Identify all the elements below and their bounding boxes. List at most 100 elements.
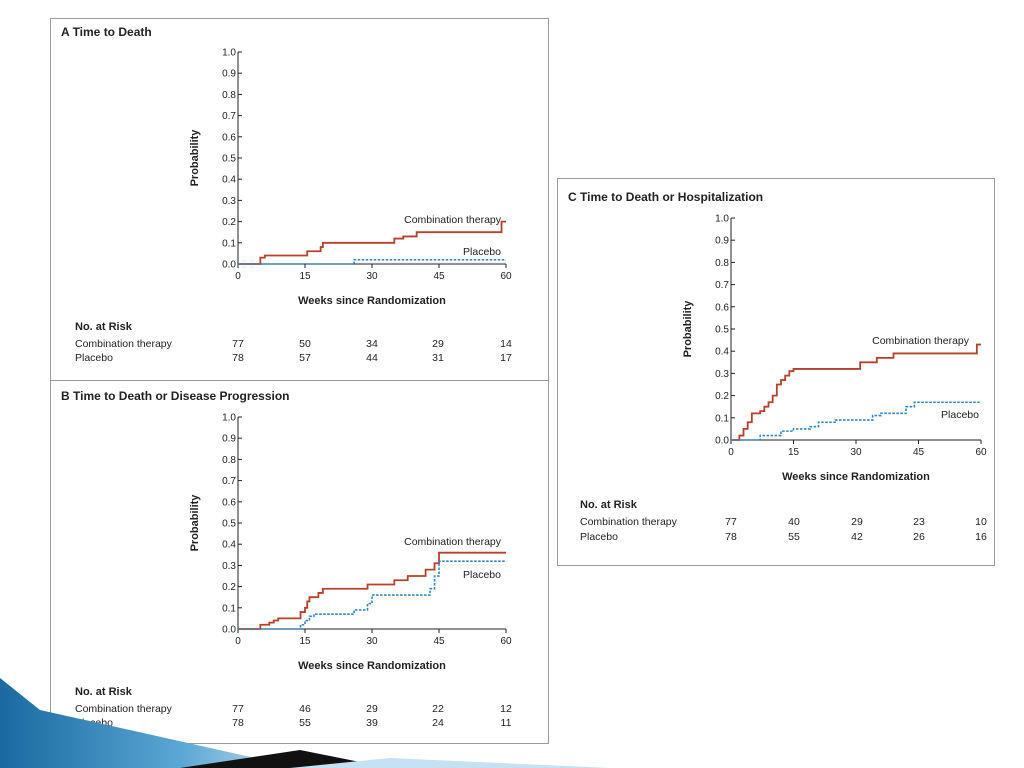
y-tick-label: 0.6 [715,302,729,313]
risk-value: 12 [500,703,512,715]
chart-c: C Time to Death or Hospitalization 0.0 0.1… [568,190,987,543]
y-tick-label: 0.4 [715,347,729,358]
y-tick-label: 0.9 [715,236,729,247]
x-tick-label: 30 [366,636,378,647]
risk-value: 78 [232,352,244,364]
x-axis-label: Weeks since Randomization [298,660,446,672]
y-tick-label: 0.9 [222,69,236,80]
series-label: Combination therapy [404,214,502,226]
chart-a: A Time to Death 0.0 0.1 0.2 0.3 0.4 0.5 0.6 0.7 0… [61,25,512,364]
y-tick-label: 0.6 [222,132,236,143]
panel-a: A Time to Death 0.0 0.1 0.2 0.3 0.4 0.5 0.6 0.7 0… [50,18,549,382]
risk-value: 23 [913,516,925,528]
risk-value: 39 [366,717,378,729]
risk-table-header: No. at Risk [75,686,133,698]
chart-b: B Time to Death or Disease Progression 0.… [61,389,512,729]
series-label: Placebo [941,409,979,421]
risk-value: 78 [232,717,244,729]
y-tick-label: 0.8 [222,90,236,101]
panel-letter: C [568,190,580,204]
risk-value: 42 [851,531,863,543]
panel-title-text: Time to Death or Disease Progression [73,389,290,403]
y-tick-label: 0.5 [222,519,236,530]
y-tick-label: 0.3 [222,561,236,572]
y-axis-label: Probability [189,129,201,187]
risk-value: 77 [232,703,244,715]
y-tick-label: 0.5 [715,325,729,336]
slide-decoration [0,678,610,768]
y-tick-label: 0.1 [222,603,236,614]
risk-value: 11 [501,717,512,729]
y-tick-label: 0.0 [222,625,236,636]
y-tick-label: 0.8 [715,258,729,269]
panel-title-text: Time to Death or Hospitalization [580,190,763,204]
series-label: Placebo [463,569,501,581]
y-tick-label: 0.7 [715,280,729,291]
series-line-combination-therapy [238,551,506,630]
y-tick-label: 0.2 [222,582,236,593]
x-tick-label: 60 [500,636,512,647]
risk-value: 24 [432,717,444,729]
x-tick-label: 30 [850,447,862,458]
risk-row-label: Placebo [75,352,113,364]
risk-table-header: No. at Risk [580,499,638,511]
series-line-placebo [238,258,506,265]
risk-value: 55 [299,717,311,729]
risk-value: 29 [366,703,378,715]
risk-value: 29 [851,516,863,528]
x-axis-label: Weeks since Randomization [782,471,930,483]
y-tick-label: 0.1 [222,238,236,249]
y-tick-label: 0.0 [715,436,729,447]
risk-value: 16 [975,531,987,543]
panel-b: B Time to Death or Disease Progression 0.… [50,380,549,744]
risk-row-label: Combination therapy [580,516,678,528]
x-tick-label: 45 [433,271,445,282]
y-tick-label: 0.4 [222,540,236,551]
risk-value: 29 [432,338,444,350]
y-tick-label: 0.5 [222,154,236,165]
x-tick-label: 60 [975,447,987,458]
risk-value: 40 [788,516,800,528]
risk-value: 78 [725,531,737,543]
panel-letter: A [61,25,73,39]
risk-value: 50 [299,338,311,350]
risk-value: 22 [432,703,444,715]
panel-title: C Time to Death or Hospitalization [568,190,763,204]
x-tick-label: 15 [299,271,311,282]
x-axis-label: Weeks since Randomization [298,295,446,307]
x-tick-label: 15 [299,636,311,647]
series-label: Placebo [463,246,501,258]
y-tick-label: 0.2 [715,391,729,402]
y-tick-label: 0.7 [222,111,236,122]
y-tick-label: 1.0 [222,413,236,424]
series-line-combination-therapy [731,343,981,441]
risk-value: 77 [232,338,244,350]
deco-light-band [290,758,610,768]
x-tick-label: 15 [788,447,800,458]
y-tick-label: 0.0 [222,260,236,271]
deco-blue-wedge [0,678,300,768]
x-tick-label: 45 [433,636,445,647]
risk-value: 17 [500,352,512,364]
y-tick-label: 0.3 [222,196,236,207]
y-axis-label: Probability [189,494,201,552]
x-tick-label: 0 [235,271,241,282]
y-tick-label: 0.6 [222,497,236,508]
panel-title: B Time to Death or Disease Progression [61,389,290,403]
risk-row-label: Combination therapy [75,338,173,350]
risk-value: 14 [500,338,512,350]
series-label: Combination therapy [404,536,502,548]
x-tick-label: 0 [235,636,241,647]
y-tick-label: 1.0 [222,48,236,59]
risk-value: 10 [975,516,987,528]
risk-value: 55 [788,531,800,543]
y-tick-label: 0.8 [222,455,236,466]
y-tick-label: 1.0 [715,214,729,225]
y-tick-label: 0.1 [715,413,729,424]
panel-title: A Time to Death [61,25,152,39]
risk-row-label: Combination therapy [75,703,173,715]
y-tick-label: 0.9 [222,434,236,445]
series-line-placebo [238,560,506,630]
risk-value: 46 [299,703,311,715]
risk-row-label: Placebo [580,531,618,543]
